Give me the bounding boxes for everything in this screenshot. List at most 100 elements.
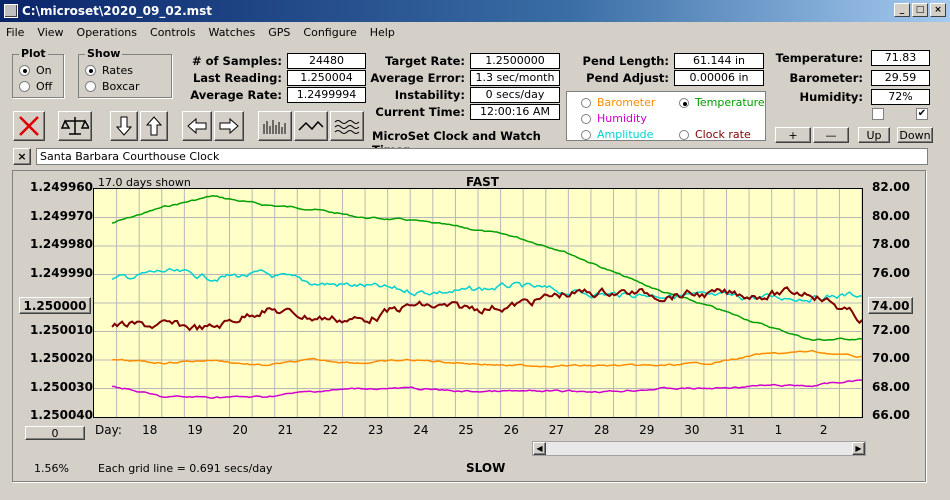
plot-on-radio[interactable]: On [19, 64, 52, 77]
up-arrow-button[interactable] [140, 111, 168, 141]
humidity-field: 72% [871, 89, 930, 105]
wave-icon [334, 120, 360, 134]
right-arrow-icon [219, 117, 239, 135]
fast-label: FAST [466, 175, 499, 189]
radio-icon [581, 129, 591, 140]
chart-plot-area [93, 188, 863, 418]
left-axis-tick: 1.250040 [30, 408, 94, 422]
average-error-label: Average Error: [370, 71, 465, 85]
menu-file[interactable]: File [6, 25, 25, 39]
app-icon[interactable] [4, 4, 18, 18]
show-group-caption: Show [85, 47, 123, 60]
instability-label: Instability: [394, 88, 465, 102]
day-axis-label: Day: [95, 423, 122, 437]
day-tick-label: 25 [458, 423, 474, 437]
source-temperature-radio[interactable]: Temperature [679, 96, 765, 109]
samples-field: 24480 [287, 53, 366, 69]
source-barometer-radio[interactable]: Barometer [581, 96, 655, 109]
left-axis-tick: 1.250010 [30, 322, 94, 337]
source-clockrate-radio[interactable]: Clock rate [679, 128, 751, 141]
current-time-field: 12:00:16 AM [470, 104, 560, 120]
minimize-button[interactable]: _ [894, 3, 910, 17]
scroll-right-button[interactable]: ▶ [852, 442, 865, 455]
plus-button[interactable]: + [775, 127, 811, 143]
menu-configure[interactable]: Configure [303, 25, 357, 39]
red-x-icon [19, 116, 39, 136]
humidity-label: Humidity: [799, 90, 863, 104]
menu-watches[interactable]: Watches [208, 25, 256, 39]
left-axis-tick: 1.249990 [30, 265, 94, 280]
down-arrow-button[interactable] [110, 111, 138, 141]
day-tick-label: 1 [774, 423, 783, 437]
line-graph-button[interactable] [294, 111, 328, 141]
close-icon: × [17, 150, 27, 163]
radio-selected-icon [19, 65, 30, 76]
stop-button[interactable] [13, 111, 45, 141]
day-tick-label: 29 [639, 423, 655, 437]
average-error-field: 1.3 sec/month [470, 70, 560, 86]
last-reading-label: Last Reading: [192, 71, 282, 85]
show-rates-radio[interactable]: Rates [85, 64, 133, 77]
current-time-label: Current Time: [375, 105, 465, 119]
bar-graph-button[interactable] [258, 111, 292, 141]
wave-graph-button[interactable] [330, 111, 364, 141]
option-checkbox-1[interactable] [872, 108, 884, 120]
maximize-button[interactable]: □ [912, 3, 928, 17]
day-tick-label: 18 [142, 423, 158, 437]
right-center-button[interactable]: 74.00 [868, 297, 913, 314]
right-axis-tick: 68.00 [872, 379, 910, 394]
source-amplitude-radio[interactable]: Amplitude [581, 128, 653, 141]
left-arrow-icon [187, 117, 207, 135]
barometer-label: Barometer: [789, 71, 863, 85]
left-center-button[interactable]: 1.250000 [19, 297, 91, 314]
option-checkbox-2[interactable]: ✔ [916, 108, 928, 120]
temperature-label: Temperature: [775, 51, 863, 65]
up-arrow-icon [145, 116, 163, 136]
right-axis-tick: 70.00 [872, 351, 910, 365]
left-arrow-button[interactable] [182, 111, 212, 141]
right-arrow-button[interactable] [214, 111, 244, 141]
radio-icon [85, 81, 96, 92]
menu-gps[interactable]: GPS [268, 25, 291, 39]
menu-help[interactable]: Help [369, 25, 395, 39]
day-tick-label: 24 [413, 423, 429, 437]
pend-length-label: Pend Length: [582, 54, 669, 68]
balance-button[interactable] [58, 111, 92, 141]
menu-operations[interactable]: Operations [76, 25, 138, 39]
menu-view[interactable]: View [37, 25, 64, 39]
show-group: Show Rates Boxcar [78, 47, 172, 98]
scroll-left-button[interactable]: ◀ [533, 442, 546, 455]
right-axis-tick: 82.00 [872, 180, 910, 194]
radio-icon [581, 97, 591, 108]
line-graph-icon [298, 120, 324, 131]
menu-controls[interactable]: Controls [150, 25, 196, 39]
left-bottom-button[interactable]: 0 [25, 426, 85, 440]
down-button[interactable]: Down [897, 127, 933, 143]
radio-icon [19, 81, 30, 92]
average-rate-field: 1.2499994 [287, 87, 366, 103]
up-button[interactable]: Up [858, 127, 890, 143]
slow-label: SLOW [466, 461, 506, 475]
plot-off-radio[interactable]: Off [19, 80, 52, 93]
left-axis-tick: 1.249970 [30, 208, 94, 223]
day-tick-label: 26 [503, 423, 519, 437]
show-boxcar-radio[interactable]: Boxcar [85, 80, 140, 93]
time-scrollbar[interactable]: ◀ ▶ [532, 441, 866, 456]
close-button[interactable]: × [930, 3, 946, 17]
target-rate-label: Target Rate: [385, 54, 465, 68]
day-tick-label: 21 [277, 423, 293, 437]
clear-watch-button[interactable]: × [13, 148, 31, 165]
source-humidity-radio[interactable]: Humidity [581, 112, 647, 125]
plot-group: Plot On Off [12, 47, 64, 98]
watch-name-field[interactable]: Santa Barbara Courthouse Clock [36, 148, 928, 165]
pend-adjust-label: Pend Adjust: [586, 71, 669, 85]
left-axis-tick: 1.250030 [30, 379, 94, 394]
day-tick-label: 28 [593, 423, 610, 437]
balance-scale-icon [61, 117, 89, 135]
right-axis-tick: 76.00 [872, 265, 910, 280]
title-bar: C:\microset\2020_09_02.mst _ □ × [0, 0, 950, 22]
day-tick-label: 31 [729, 423, 745, 437]
bars-icon [263, 120, 286, 134]
minus-button[interactable]: — [813, 127, 849, 143]
